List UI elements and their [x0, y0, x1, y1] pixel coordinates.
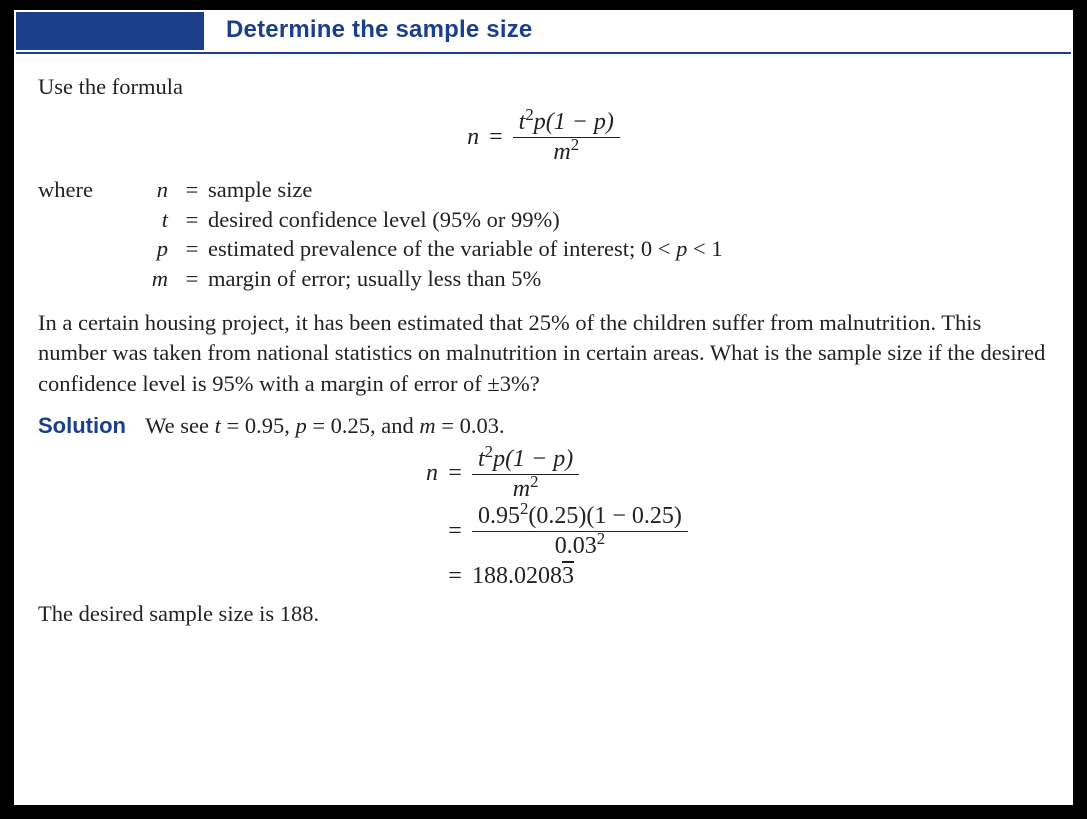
solution-work: n = t2p(1 − p) m2 = 0.952(0.25)(1 − 0: [38, 447, 1049, 593]
solution-line: Solution We see t = 0.95, p = 0.25, and …: [38, 411, 1049, 441]
step-rhs: 188.02083: [472, 561, 574, 593]
formula-numerator: t2p(1 − p): [513, 110, 620, 138]
formula-denominator: m2: [547, 138, 585, 165]
formula-lhs: n: [467, 122, 479, 154]
where-label: where: [38, 175, 130, 205]
solution-label: Solution: [38, 413, 140, 438]
title-row: Determine the sample size: [16, 12, 1071, 54]
step-eq: =: [438, 516, 472, 548]
work-step: = 188.02083: [38, 561, 1049, 593]
solution-given: We see t = 0.95, p = 0.25, and m = 0.03.: [145, 413, 504, 438]
def-desc: sample size: [208, 175, 1049, 205]
problem-statement: In a certain housing project, it has bee…: [38, 308, 1049, 399]
step-lhs: n: [398, 458, 438, 490]
document-body: Use the formula n = t2p(1 − p) m2 where …: [16, 72, 1071, 629]
formula-fraction: t2p(1 − p) m2: [513, 110, 620, 165]
document-sheet: Determine the sample size Use the formul…: [14, 10, 1073, 805]
page-container: Determine the sample size Use the formul…: [0, 0, 1087, 819]
main-formula: n = t2p(1 − p) m2: [38, 110, 1049, 165]
work-step: = 0.952(0.25)(1 − 0.25) 0.032: [38, 504, 1049, 559]
def-var: n: [130, 175, 176, 205]
step-rhs: 0.952(0.25)(1 − 0.25) 0.032: [472, 504, 688, 559]
conclusion: The desired sample size is 188.: [38, 599, 1049, 629]
def-desc: estimated prevalence of the variable of …: [208, 234, 1049, 264]
def-eq: =: [176, 234, 208, 264]
def-eq: =: [176, 264, 208, 294]
def-desc: margin of error; usually less than 5%: [208, 264, 1049, 294]
def-var: p: [130, 234, 176, 264]
def-var: m: [130, 264, 176, 294]
step-rhs: t2p(1 − p) m2: [472, 447, 579, 502]
def-desc: desired confidence level (95% or 99%): [208, 205, 1049, 235]
intro-text: Use the formula: [38, 72, 1049, 102]
variable-definitions: where n = sample size t = desired confid…: [38, 175, 1049, 294]
section-title: Determine the sample size: [204, 12, 532, 52]
step-eq: =: [438, 561, 472, 593]
def-eq: =: [176, 175, 208, 205]
title-accent-block: [16, 12, 204, 50]
work-step: n = t2p(1 − p) m2: [38, 447, 1049, 502]
def-eq: =: [176, 205, 208, 235]
def-var: t: [130, 205, 176, 235]
formula-eq-sign: =: [479, 122, 513, 154]
step-eq: =: [438, 458, 472, 490]
